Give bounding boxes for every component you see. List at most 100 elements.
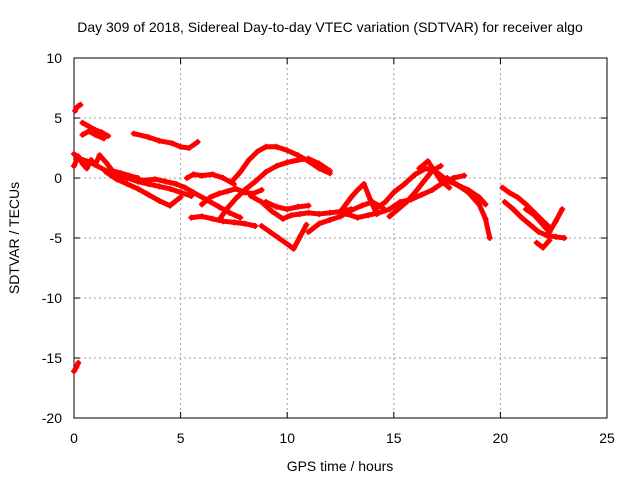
data-point <box>358 202 365 209</box>
data-point <box>316 211 323 217</box>
data-point <box>247 193 254 199</box>
data-point <box>152 176 159 183</box>
data-point <box>186 145 193 151</box>
data-point <box>296 211 303 217</box>
series-arc-1 <box>72 101 84 114</box>
data-point <box>169 140 176 147</box>
data-point <box>181 184 188 191</box>
data-point <box>546 229 553 235</box>
data-point <box>540 221 547 228</box>
data-point <box>215 190 222 197</box>
y-tick-label: -20 <box>42 410 62 426</box>
series-arc-25 <box>501 199 568 241</box>
data-point <box>284 206 291 213</box>
data-point <box>252 178 259 185</box>
data-point <box>546 237 553 244</box>
data-point <box>233 185 240 192</box>
data-point <box>505 189 512 196</box>
data-point <box>228 178 235 185</box>
series-line <box>80 128 107 141</box>
data-point <box>305 229 312 235</box>
data-point <box>367 196 374 203</box>
x-tick-label: 20 <box>493 430 509 446</box>
data-point <box>254 148 261 155</box>
data-point <box>130 130 137 137</box>
data-point <box>326 217 333 223</box>
data-point <box>198 213 205 220</box>
data-point <box>177 143 184 150</box>
data-point <box>100 135 107 142</box>
data-point <box>166 185 173 192</box>
data-point <box>177 194 184 201</box>
series-arc-4 <box>130 130 201 151</box>
data-point <box>190 171 197 178</box>
grid <box>74 58 607 418</box>
data-point <box>316 165 323 172</box>
data-point <box>79 119 86 126</box>
data-point <box>98 129 105 136</box>
data-point <box>166 202 173 209</box>
data-point <box>420 178 427 185</box>
data-point <box>386 206 393 213</box>
series-arc-10 <box>188 213 259 229</box>
data-point <box>486 235 493 241</box>
data-point <box>395 206 402 213</box>
data-point <box>326 170 333 177</box>
data-point <box>365 212 372 219</box>
data-point <box>273 203 280 210</box>
series-arc-15 <box>258 221 310 252</box>
x-tick-label: 10 <box>279 430 295 446</box>
data-point <box>284 241 291 247</box>
data-point <box>294 152 301 159</box>
data-point <box>482 201 489 208</box>
data-point <box>83 158 90 165</box>
data-point <box>102 169 109 175</box>
data-point <box>215 217 222 223</box>
data-point <box>510 206 517 213</box>
data-point <box>262 143 269 150</box>
data-point <box>416 165 423 172</box>
axis-ticks <box>73 57 608 419</box>
series-line <box>338 181 380 217</box>
data-point <box>518 214 525 221</box>
data-point <box>109 172 116 179</box>
series-arc-26 <box>522 206 566 235</box>
data-point <box>237 169 244 175</box>
data-point <box>501 199 508 205</box>
data-point <box>375 209 382 216</box>
data-point <box>294 203 301 210</box>
data-point <box>305 202 312 209</box>
data-point <box>533 239 540 246</box>
data-point <box>134 185 141 192</box>
data-point <box>431 167 438 174</box>
data-point <box>273 163 280 169</box>
axis-tick-labels: 0 5 10 15 20 25 -20 -15 -10 -5 0 5 10 <box>42 50 615 446</box>
data-point <box>296 233 303 240</box>
data-point <box>522 206 529 213</box>
data-point <box>382 199 389 205</box>
data-point <box>561 235 568 241</box>
data-point <box>288 212 295 219</box>
data-point <box>71 151 77 157</box>
data-point <box>102 159 109 166</box>
data-point <box>124 181 131 187</box>
data-point <box>92 131 99 138</box>
series-arc-16 <box>262 199 312 213</box>
data-point <box>559 206 566 213</box>
data-point <box>337 208 344 215</box>
data-point <box>527 221 534 228</box>
data-point <box>83 165 90 172</box>
data-point <box>535 229 542 235</box>
data-point <box>267 229 274 235</box>
data-point <box>162 178 169 185</box>
data-point <box>252 223 259 229</box>
data-point <box>124 175 131 181</box>
data-point <box>85 128 92 135</box>
data-point <box>499 184 506 191</box>
series-arc-2 <box>79 119 112 139</box>
data-point <box>552 233 559 240</box>
data-point <box>71 368 77 375</box>
data-point <box>354 187 361 193</box>
series-line <box>444 175 493 241</box>
